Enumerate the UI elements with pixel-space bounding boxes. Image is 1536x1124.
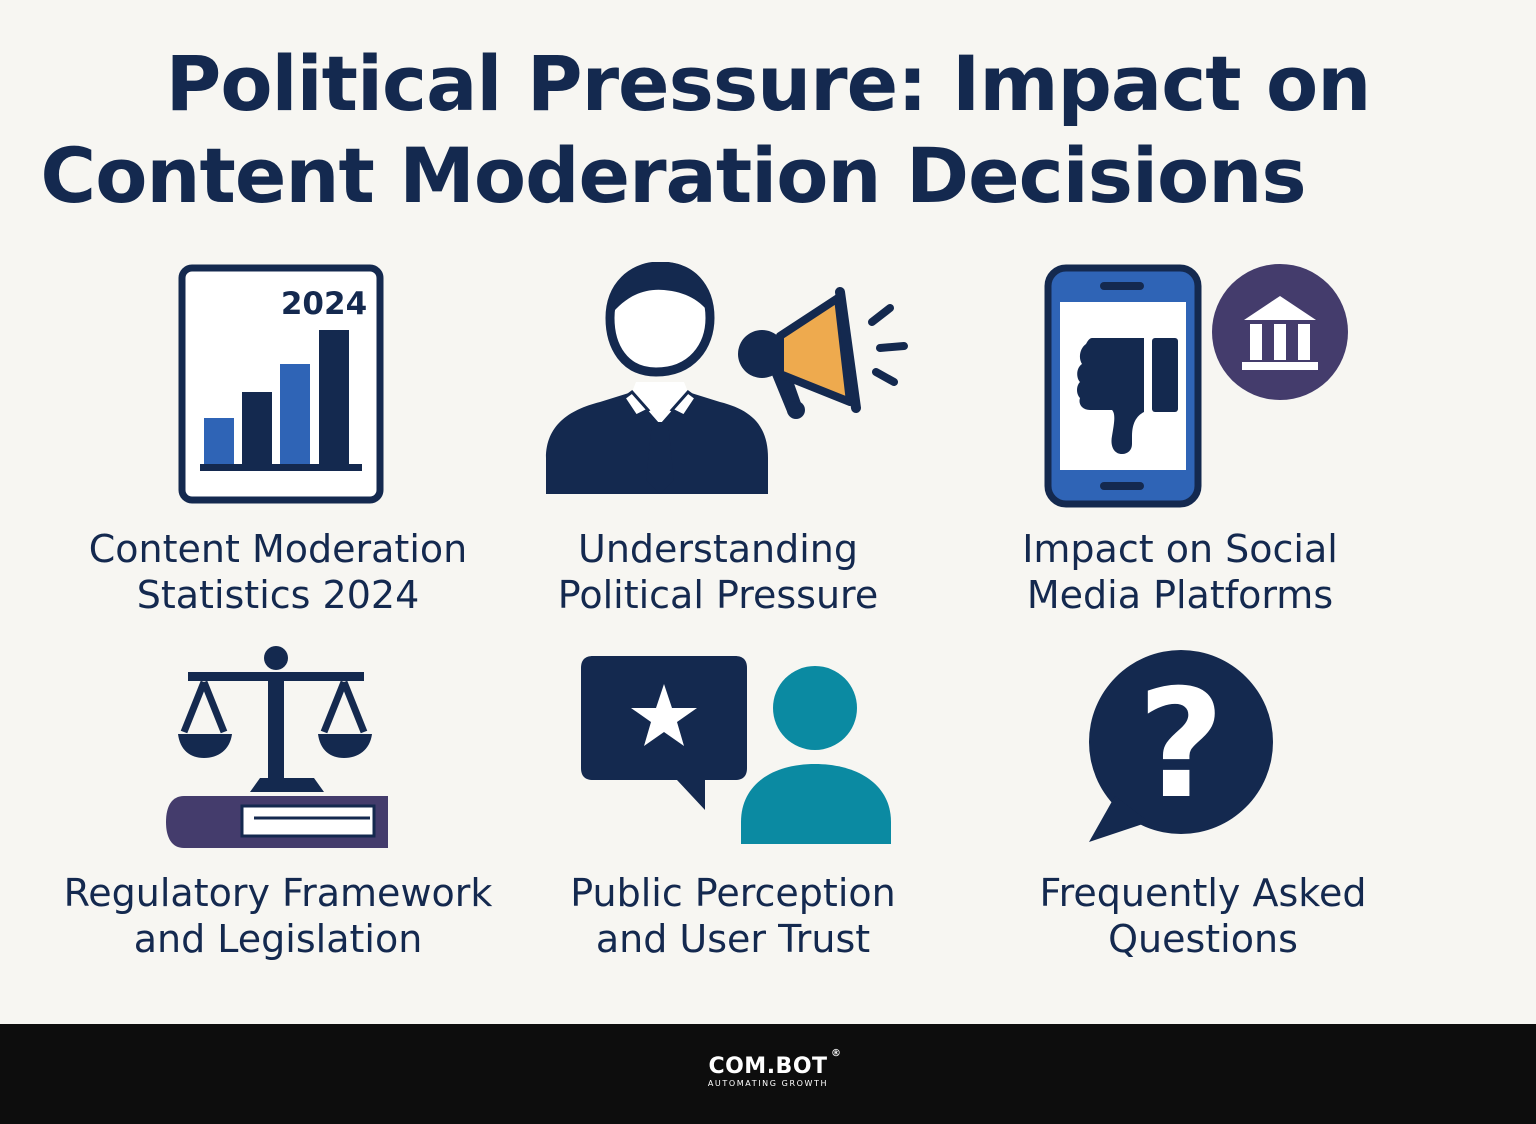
question-bubble-icon: ? [1089, 650, 1273, 842]
registered-mark: ® [831, 1048, 842, 1059]
svg-text:?: ? [1137, 658, 1224, 832]
card-label: Impact on Social Media Platforms [1022, 527, 1338, 617]
review-user-icon [581, 656, 891, 844]
scales-of-justice-icon [166, 646, 388, 848]
bar-chart-icon: 2024 [178, 264, 384, 504]
title-line-1: Political Pressure: Impact on [165, 39, 1372, 128]
brand-name: COM.BOT ® [708, 1048, 842, 1079]
title-line-2: Content Moderation Decisions [40, 131, 1306, 220]
stats-year-badge: 2024 [281, 286, 367, 322]
brand-logo[interactable]: COM.BOT ® AUTOMATING GROWTH [0, 1048, 1536, 1088]
politician-megaphone-icon [546, 262, 908, 494]
card-label: Content Moderation Statistics 2024 [88, 527, 468, 617]
phone-thumbs-down-icon [1044, 264, 1348, 508]
card-label: Public Perception and User Trust [570, 871, 896, 961]
brand-tagline: AUTOMATING GROWTH [707, 1079, 829, 1088]
card-label: Frequently Asked Questions [1039, 871, 1367, 961]
page-title: Political Pressure: Impact on Content Mo… [0, 38, 1536, 222]
card-label: Understanding Political Pressure [557, 527, 879, 617]
card-label: Regulatory Framework and Legislation [63, 871, 493, 961]
footer-bar: COM.BOT ® AUTOMATING GROWTH [0, 1024, 1536, 1124]
